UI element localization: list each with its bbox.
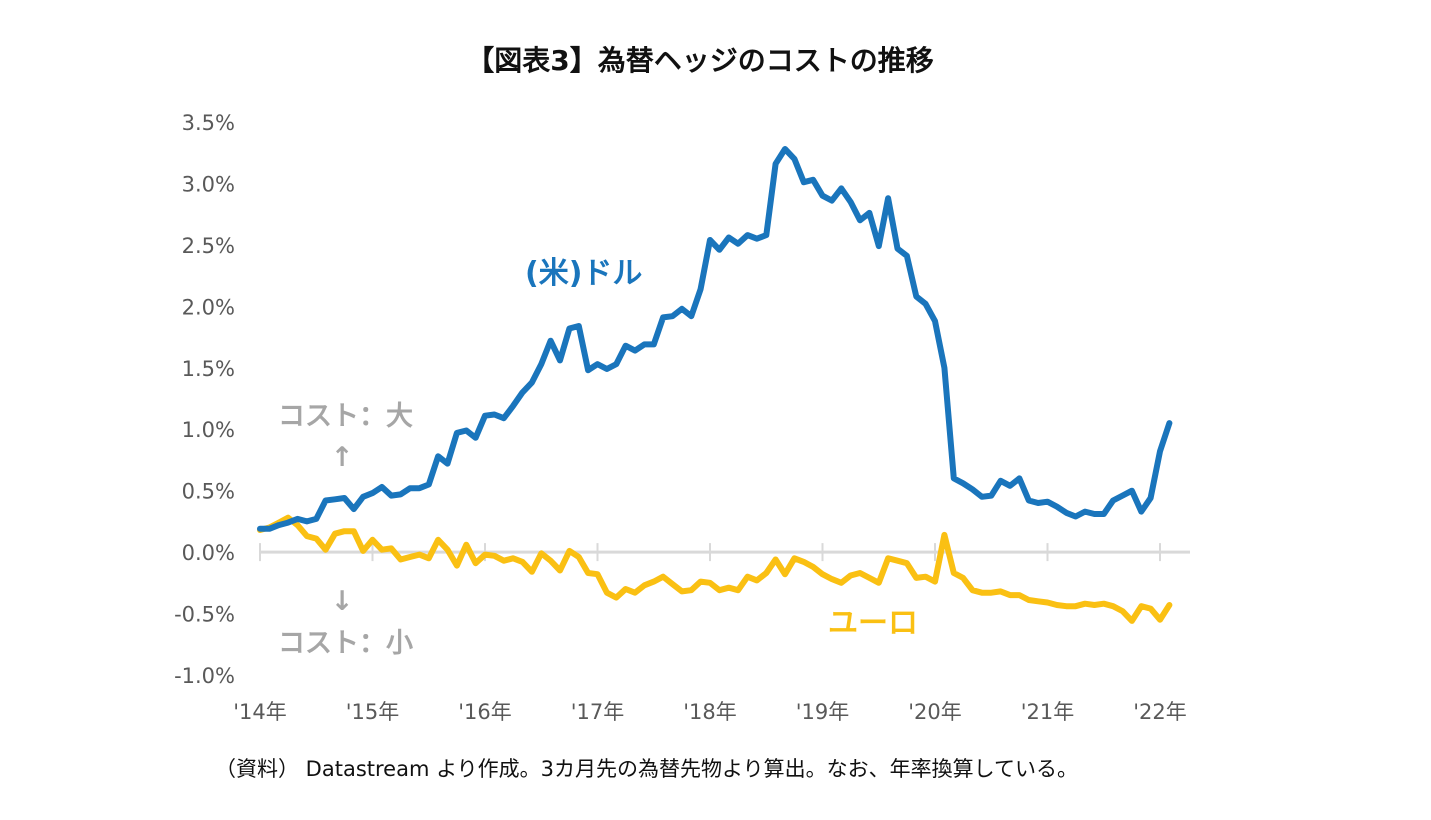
x-tick-label: '20年: [908, 700, 962, 724]
arrow-up-icon: ↑: [331, 442, 354, 473]
y-tick-label: 0.5%: [182, 480, 235, 504]
x-axis: '14年 '15年 '16年 '17年 '18年 '19年 '20年 '21年 '22年: [233, 543, 1190, 724]
annotation-cost-high: コスト：大: [278, 401, 413, 432]
annotation-cost-low: コスト：小: [278, 628, 413, 659]
y-tick-label: 1.5%: [182, 357, 235, 381]
chart-title: 【図表3】為替ヘッジのコストの推移: [466, 44, 933, 77]
y-tick-label: 3.5%: [182, 111, 235, 135]
series-line-eur: [257, 514, 1173, 624]
y-tick-label: 3.0%: [182, 172, 235, 196]
series-label-usd: (米)ドル: [525, 256, 642, 291]
x-tick-label: '16年: [458, 700, 512, 724]
series-line-usd: [257, 146, 1173, 532]
x-tick-label: '17年: [571, 700, 625, 724]
y-tick-label: 0.0%: [182, 541, 235, 565]
y-tick-label: 2.0%: [182, 295, 235, 319]
x-tick-label: '18年: [683, 700, 737, 724]
arrow-down-icon: ↓: [331, 586, 354, 617]
series-label-eur: ユーロ: [828, 606, 918, 641]
y-tick-label: -0.5%: [174, 603, 235, 627]
series-lines: [257, 146, 1173, 624]
x-tick-label: '22年: [1133, 700, 1187, 724]
y-tick-label: 2.5%: [182, 234, 235, 258]
x-tick-label: '19年: [796, 700, 850, 724]
y-tick-label: -1.0%: [174, 664, 235, 688]
y-tick-label: 1.0%: [182, 418, 235, 442]
y-axis-ticks: 3.5% 3.0% 2.5% 2.0% 1.5% 1.0% 0.5% 0.0% -0.5% -1.…: [174, 111, 235, 688]
x-tick-label: '21年: [1021, 700, 1075, 724]
x-tick-label: '15年: [346, 700, 400, 724]
x-tick-label: '14年: [233, 700, 287, 724]
source-note: （資料） Datastream より作成。3カ月先の為替先物より算出。なお、年率…: [215, 757, 1078, 781]
